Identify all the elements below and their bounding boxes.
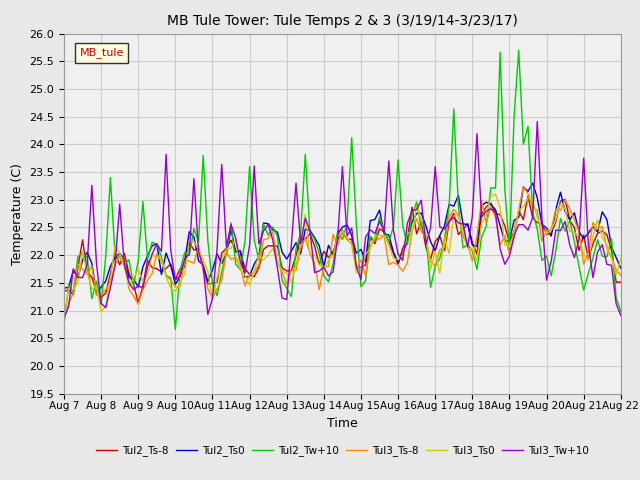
Tul2_Tw+10 (60, 322, 68, 327)
Tul3_Tw+10 (408, 208, 416, 214)
Tul3_Ts0 (297, 240, 305, 246)
Tul3_Tw+10 (436, 224, 444, 230)
Tul3_Ts0 (408, 232, 416, 238)
Title: MB Tule Tower: Tule Temps 2 & 3 (3/19/14-3/23/17): MB Tule Tower: Tule Temps 2 & 3 (3/19/14… (167, 14, 518, 28)
Tul2_Ts-8 (413, 231, 420, 237)
Tul3_Ts0 (60, 316, 68, 322)
Tul2_Tw+10 (617, 309, 625, 314)
Tul2_Ts-8 (60, 288, 68, 294)
Tul2_Ts-8 (116, 262, 124, 268)
Tul2_Ts0 (60, 285, 68, 291)
Tul3_Tw+10 (534, 119, 541, 124)
Tul3_Ts0 (436, 270, 444, 276)
Tul2_Ts-8 (524, 193, 532, 199)
Tul3_Ts-8 (60, 312, 68, 317)
Legend: Tul2_Ts-8, Tul2_Ts0, Tul2_Tw+10, Tul3_Ts-8, Tul3_Ts0, Tul3_Tw+10: Tul2_Ts-8, Tul2_Ts0, Tul2_Tw+10, Tul3_Ts… (92, 441, 593, 460)
Tul3_Ts-8 (617, 272, 625, 278)
Line: Tul2_Tw+10: Tul2_Tw+10 (64, 50, 621, 329)
X-axis label: Time: Time (327, 417, 358, 430)
Tul2_Ts0 (413, 211, 420, 216)
Tul2_Ts0 (617, 265, 625, 271)
Tul2_Tw+10 (195, 239, 202, 245)
Tul3_Ts0 (116, 251, 124, 256)
Tul3_Tw+10 (60, 315, 68, 321)
Tul2_Ts0 (301, 227, 309, 232)
Tul3_Ts0 (617, 256, 625, 262)
Tul2_Ts-8 (134, 300, 142, 306)
Tul2_Ts0 (195, 258, 202, 264)
Tul2_Ts-8 (301, 236, 309, 242)
Tul3_Tw+10 (190, 176, 198, 181)
Tul2_Tw+10 (589, 255, 596, 261)
Tul3_Ts-8 (116, 253, 124, 259)
Tul3_Ts-8 (584, 250, 592, 255)
Line: Tul2_Ts0: Tul2_Ts0 (64, 183, 621, 294)
Tul3_Tw+10 (116, 201, 124, 207)
Tul2_Ts0 (120, 256, 128, 262)
Tul3_Ts-8 (436, 247, 444, 252)
Tul2_Ts-8 (617, 279, 625, 285)
Tul3_Ts-8 (190, 260, 198, 266)
Line: Tul3_Ts0: Tul3_Ts0 (64, 194, 621, 319)
Tul2_Tw+10 (116, 254, 124, 260)
Tul2_Tw+10 (515, 48, 523, 53)
Tul3_Tw+10 (584, 241, 592, 247)
Tul3_Ts0 (190, 239, 198, 244)
Tul2_Ts-8 (589, 241, 596, 247)
Tul3_Ts-8 (520, 184, 527, 190)
Tul2_Tw+10 (440, 236, 448, 242)
Tul3_Tw+10 (297, 240, 305, 246)
Y-axis label: Temperature (C): Temperature (C) (11, 163, 24, 264)
Tul2_Ts0 (440, 223, 448, 228)
Tul3_Ts-8 (408, 228, 416, 233)
Tul2_Tw+10 (413, 199, 420, 205)
Tul2_Ts0 (529, 180, 536, 186)
Line: Tul2_Ts-8: Tul2_Ts-8 (64, 196, 621, 303)
Tul2_Ts0 (589, 224, 596, 229)
Line: Tul3_Tw+10: Tul3_Tw+10 (64, 121, 621, 318)
Tul3_Ts0 (584, 257, 592, 263)
Line: Tul3_Ts-8: Tul3_Ts-8 (64, 187, 621, 314)
Tul2_Ts-8 (195, 245, 202, 251)
Tul2_Ts-8 (440, 248, 448, 253)
Tul3_Ts-8 (297, 245, 305, 251)
Tul2_Tw+10 (301, 152, 309, 157)
Tul2_Tw+10 (172, 326, 179, 332)
Tul3_Tw+10 (617, 312, 625, 318)
Tul2_Ts0 (93, 291, 100, 297)
Tul3_Ts0 (492, 192, 499, 197)
